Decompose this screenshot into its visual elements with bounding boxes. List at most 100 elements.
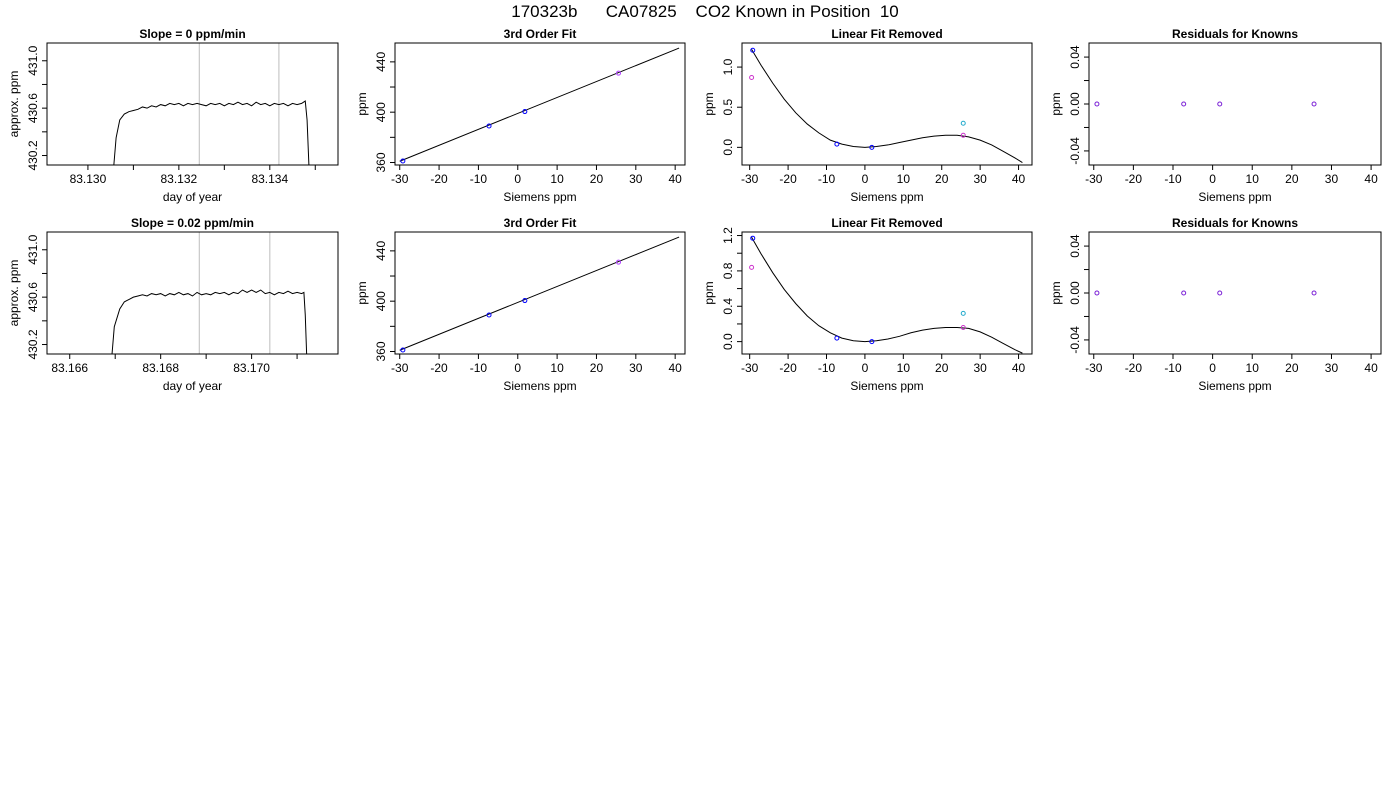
x-tick-label: 83.168 xyxy=(142,361,179,375)
x-tick-label: 83.130 xyxy=(70,172,107,186)
y-tick-label: 360 xyxy=(374,152,388,172)
y-axis-label: approx. ppm xyxy=(7,71,21,138)
panel-title: Slope = 0.02 ppm/min xyxy=(131,216,254,230)
data-point xyxy=(522,298,528,304)
data-point xyxy=(1181,101,1187,107)
panel-grid: Slope = 0 ppm/min 83.130 83.132 83.134 430.2… xyxy=(7,27,1382,393)
x-tick-label: 30 xyxy=(973,361,987,375)
plot-area xyxy=(749,47,1023,164)
panel-frame xyxy=(1088,42,1382,166)
data-point xyxy=(486,312,492,318)
fit-curve xyxy=(399,236,680,351)
chart-panel-6: 3rd Order Fit -30 -20 -10 0 10 20 30 40 360 400 440… xyxy=(355,216,686,393)
y-tick-label: 430.2 xyxy=(26,140,40,170)
x-tick-label: -30 xyxy=(741,172,759,186)
y-tick-label: 0.0 xyxy=(721,333,735,350)
x-tick-label: 20 xyxy=(935,361,949,375)
y-tick-label: 431.0 xyxy=(26,234,40,264)
x-tick-label: -20 xyxy=(430,172,448,186)
data-point xyxy=(960,324,966,330)
data-point xyxy=(522,109,528,115)
panel-title: Residuals for Knowns xyxy=(1172,216,1298,230)
data-point xyxy=(960,310,966,316)
x-tick-label: -20 xyxy=(430,361,448,375)
x-tick-label: 0 xyxy=(862,361,869,375)
x-tick-label: 20 xyxy=(935,172,949,186)
data-point xyxy=(616,70,622,76)
x-tick-label: 30 xyxy=(1325,172,1339,186)
x-tick-label: 30 xyxy=(1325,361,1339,375)
fit-curve xyxy=(751,49,1023,164)
x-axis-label: day of year xyxy=(163,190,222,204)
data-point xyxy=(1217,101,1223,107)
chart-panel-4: Residuals for Knowns -30 -20 -10 0 10 20 30 40 -0… xyxy=(1049,27,1382,204)
x-tick-label: 40 xyxy=(1012,361,1026,375)
x-tick-label: 40 xyxy=(1012,172,1026,186)
x-axis-label: Siemens ppm xyxy=(850,379,923,393)
y-axis-label: ppm xyxy=(355,92,369,115)
x-tick-label: 0 xyxy=(1209,361,1216,375)
x-tick-label: -30 xyxy=(741,361,759,375)
y-tick-label: 0.0 xyxy=(721,139,735,156)
x-axis-label: Siemens ppm xyxy=(1198,379,1271,393)
chart-panel-7: Linear Fit Removed -30 -20 -10 0 10 20 30 40 0.0 0… xyxy=(702,216,1033,393)
data-line xyxy=(111,289,308,354)
y-axis-label: ppm xyxy=(1049,92,1063,115)
x-axis-label: Siemens ppm xyxy=(1198,190,1271,204)
data-point xyxy=(960,132,966,138)
panel-frame xyxy=(1088,231,1382,355)
data-point xyxy=(486,123,492,129)
x-tick-label: 10 xyxy=(550,172,564,186)
x-tick-label: -30 xyxy=(1085,172,1103,186)
panel-frame xyxy=(46,231,339,355)
y-tick-label: 0.04 xyxy=(1068,45,1082,69)
data-point xyxy=(750,47,756,53)
x-tick-label: -20 xyxy=(1125,172,1143,186)
x-tick-label: -20 xyxy=(1125,361,1143,375)
y-tick-label: 400 xyxy=(374,291,388,311)
figure-title: 170323b CA07825 CO2 Known in Position 10 xyxy=(511,2,898,21)
x-tick-label: -20 xyxy=(779,172,797,186)
x-tick-label: 40 xyxy=(668,361,682,375)
data-point xyxy=(1094,290,1100,296)
data-point xyxy=(869,339,875,345)
plot-area xyxy=(1094,290,1317,296)
y-tick-label: 0.00 xyxy=(1068,281,1082,305)
x-tick-label: -30 xyxy=(391,172,409,186)
chart-panel-8: Residuals for Knowns -30 -20 -10 0 10 20 30 40 -0… xyxy=(1049,216,1382,393)
x-tick-label: 83.170 xyxy=(233,361,270,375)
x-tick-label: 30 xyxy=(629,361,643,375)
x-tick-label: 30 xyxy=(629,172,643,186)
y-tick-label: 360 xyxy=(374,341,388,361)
y-tick-label: 440 xyxy=(374,52,388,72)
data-line xyxy=(113,100,310,165)
chart-panel-1: Slope = 0 ppm/min 83.130 83.132 83.134 430.2… xyxy=(7,27,339,204)
x-axis-label: Siemens ppm xyxy=(503,379,576,393)
y-axis-label: ppm xyxy=(702,281,716,304)
y-axis-label: ppm xyxy=(355,281,369,304)
data-point xyxy=(400,158,406,164)
x-tick-label: -10 xyxy=(470,172,488,186)
panel-frame xyxy=(394,42,686,166)
y-tick-label: 430.6 xyxy=(26,282,40,312)
data-point xyxy=(834,141,840,147)
x-tick-label: 40 xyxy=(1364,361,1378,375)
data-point xyxy=(869,144,875,150)
y-tick-label: 0.04 xyxy=(1068,234,1082,258)
panel-frame xyxy=(741,231,1033,355)
data-point xyxy=(834,335,840,341)
x-axis-label: day of year xyxy=(163,379,222,393)
data-point xyxy=(1311,101,1317,107)
x-tick-label: 20 xyxy=(1285,172,1299,186)
x-tick-label: 20 xyxy=(1285,361,1299,375)
chart-panel-2: 3rd Order Fit -30 -20 -10 0 10 20 30 40 360 400 440… xyxy=(355,27,686,204)
y-tick-label: 440 xyxy=(374,241,388,261)
y-axis-label: ppm xyxy=(702,92,716,115)
y-tick-label: 1.0 xyxy=(721,58,735,75)
plot-area xyxy=(113,43,310,165)
y-tick-label: 430.2 xyxy=(26,329,40,359)
plot-area xyxy=(1094,101,1317,107)
data-point xyxy=(749,75,755,81)
x-tick-label: 30 xyxy=(973,172,987,186)
data-point xyxy=(750,235,756,241)
